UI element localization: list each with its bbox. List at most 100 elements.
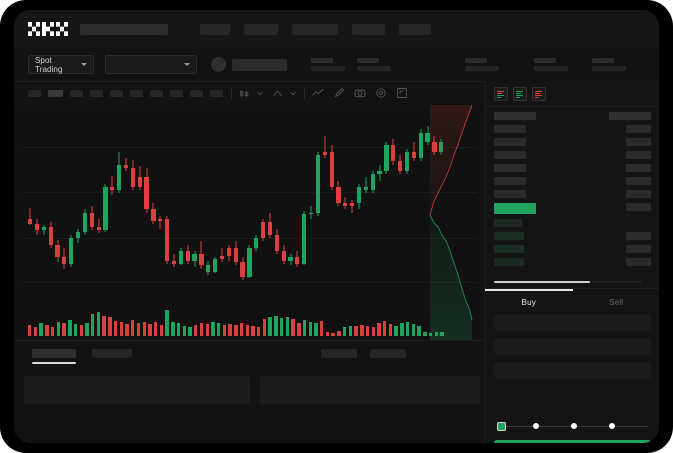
slider-stop-75[interactable] [609, 423, 615, 429]
toolbar-divider [231, 87, 232, 99]
slider-stop-25[interactable] [533, 423, 539, 429]
scrollbar-thumb[interactable] [494, 281, 590, 283]
volume-bar [423, 332, 427, 336]
volume-bar [131, 320, 135, 336]
orderbook-ask-row[interactable] [485, 151, 659, 164]
search-input[interactable] [80, 23, 168, 35]
order-total-field[interactable] [494, 362, 651, 379]
slider-handle[interactable] [497, 422, 506, 431]
orderbook-bid-row[interactable] [485, 245, 659, 258]
percent-slider[interactable] [497, 422, 649, 432]
depth-view-asks-icon[interactable] [532, 87, 546, 101]
timeframe-button[interactable] [130, 89, 143, 97]
timeframe-button[interactable] [210, 89, 223, 97]
candlestick [117, 105, 122, 295]
bottom-panel-right[interactable] [260, 376, 480, 404]
orderbook-ask-row[interactable] [485, 125, 659, 138]
tab-sell[interactable]: Sell [609, 297, 624, 307]
orderbook-ask-row[interactable] [485, 177, 659, 190]
timeframe-button[interactable] [170, 89, 183, 97]
stat-label [357, 58, 379, 63]
drawing-pencil-icon[interactable] [333, 87, 345, 99]
nav-item-more[interactable] [399, 23, 431, 35]
nav-item-derivatives[interactable] [292, 23, 338, 35]
volume-bar [360, 325, 364, 336]
nav-item-earn[interactable] [352, 23, 385, 35]
orderbook-bid-row[interactable] [485, 258, 659, 271]
timeframe-button[interactable] [28, 89, 41, 97]
orderbook-last-price-row[interactable] [485, 203, 659, 219]
timeframe-button[interactable] [110, 89, 123, 97]
orderbook-ask-row[interactable] [485, 138, 659, 151]
submit-buy-button[interactable] [494, 440, 651, 443]
volume-bar [216, 323, 221, 336]
volume-bar [239, 323, 244, 336]
camera-snapshot-icon[interactable] [354, 87, 366, 99]
candlestick [192, 105, 197, 295]
fullscreen-expand-icon[interactable] [396, 87, 408, 99]
volume-plot-area[interactable] [14, 295, 484, 340]
orderbook-bid-row[interactable] [485, 219, 659, 232]
candlestick [343, 105, 348, 295]
orderbook-ask-row[interactable] [485, 190, 659, 203]
chart-action-2[interactable] [370, 349, 406, 358]
volume-bar [102, 316, 106, 336]
orderbook-col-price [494, 112, 536, 120]
volume-bar [108, 317, 112, 336]
indicators-icon[interactable] [272, 88, 283, 99]
timeframe-button[interactable] [70, 89, 83, 97]
orderbook-rows[interactable] [485, 107, 659, 271]
ask-amount [626, 151, 651, 159]
tab-buy[interactable]: Buy [521, 297, 536, 307]
candlestick-plot-area[interactable] [14, 105, 484, 295]
orderbook-ask-row[interactable] [485, 164, 659, 177]
chart-gridline [22, 192, 477, 194]
volume-bar [348, 325, 353, 336]
depth-view-bids-icon[interactable] [513, 87, 527, 101]
trading-mode-selector[interactable]: Spot Trading [28, 55, 94, 74]
stat-label [534, 58, 556, 63]
settings-gear-icon[interactable] [375, 87, 387, 99]
timeframe-button[interactable] [90, 89, 103, 97]
depth-view-both-icon[interactable] [494, 87, 508, 101]
volume-bar [234, 325, 238, 336]
slider-stop-50[interactable] [571, 423, 577, 429]
ask-price [494, 164, 526, 172]
bottom-panel-left[interactable] [24, 376, 250, 404]
timeframe-button[interactable] [190, 89, 203, 97]
volume-bar [268, 317, 272, 336]
candlestick [123, 105, 129, 295]
buy-sell-tabs: Buy Sell [485, 288, 659, 315]
trading-pair-selector[interactable] [105, 55, 197, 74]
chart-tab-2[interactable] [92, 349, 132, 358]
volume-bar [342, 327, 347, 336]
volume-bar [153, 322, 158, 336]
order-price-field[interactable] [494, 314, 651, 331]
orderbook-view-toggles [485, 81, 659, 107]
nav-item-trade[interactable] [244, 23, 278, 35]
ask-amount [626, 138, 651, 146]
nav-item-markets[interactable] [200, 23, 230, 35]
okx-logo[interactable] [28, 22, 68, 36]
orderbook-scrollbar[interactable] [485, 281, 659, 283]
volume-bar [383, 321, 387, 336]
line-chart-icon[interactable] [312, 87, 324, 99]
chart-style-chevron-icon[interactable] [256, 89, 264, 97]
order-amount-field[interactable] [494, 338, 651, 355]
timeframe-button-active[interactable] [48, 89, 63, 97]
indicators-chevron-icon[interactable] [289, 89, 297, 97]
candlestick [226, 105, 231, 295]
candlestick [288, 105, 293, 295]
chart-action-1[interactable] [321, 349, 357, 358]
chart-tab-1[interactable] [32, 349, 76, 358]
volume-bar [279, 318, 284, 336]
candlestick [418, 105, 423, 295]
volume-bar [199, 322, 204, 336]
orderbook-bid-row[interactable] [485, 232, 659, 245]
volume-bar [354, 326, 358, 336]
timeframe-button[interactable] [150, 89, 163, 97]
volume-bar [182, 325, 187, 336]
candlestick-type-icon[interactable] [239, 88, 250, 99]
volume-bar [314, 323, 318, 336]
price-chart-panel[interactable] [14, 105, 484, 340]
